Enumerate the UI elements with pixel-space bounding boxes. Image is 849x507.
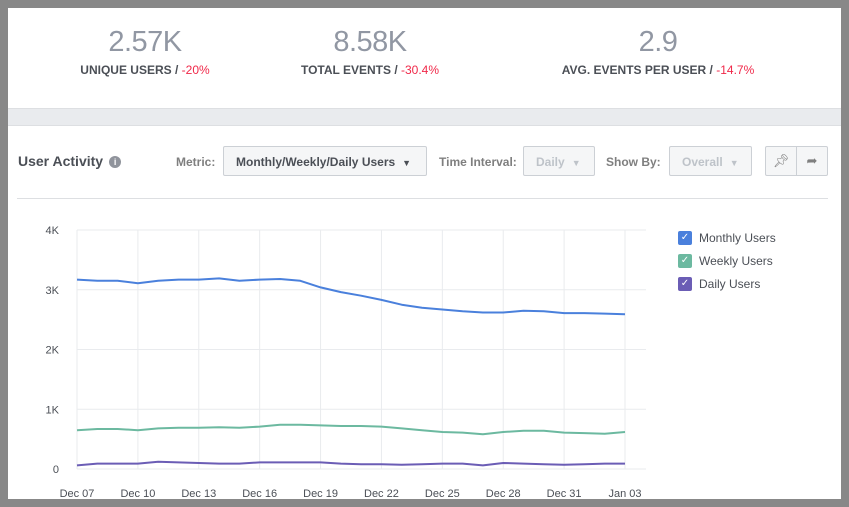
stat-avg-events: 2.9 AVG. EVENTS PER USER / -14.7% [548, 26, 768, 77]
time-interval-label: Time Interval: [439, 155, 517, 169]
showby-value: Overall [682, 155, 723, 169]
x-tick-label: Dec 22 [364, 488, 399, 500]
show-by-label: Show By: [606, 155, 661, 169]
stat-value: 2.9 [638, 26, 678, 58]
share-icon: ➦ [806, 153, 818, 168]
legend-label: Monthly Users [699, 230, 776, 245]
stat-change: -14.7% [716, 63, 755, 77]
stat-value: 2.57K [108, 26, 182, 58]
pin-icon: 📌︎ [772, 153, 790, 168]
y-tick-label: 0 [53, 464, 59, 476]
y-tick-label: 3K [46, 285, 60, 297]
metric-value: Monthly/Weekly/Daily Users [236, 155, 396, 169]
legend-label: Weekly Users [699, 253, 773, 268]
stat-label: AVG. EVENTS PER USER [561, 63, 707, 77]
y-tick-label: 2K [46, 345, 60, 357]
stat-label: UNIQUE USERS [80, 63, 172, 77]
chart-header: User Activity i Metric: Monthly/Weekly/Da… [8, 146, 841, 180]
checkbox-icon[interactable]: ✓ [678, 253, 692, 268]
stat-label: TOTAL EVENTS [300, 63, 391, 77]
summary-stats: 2.57K UNIQUE USERS / -20% 8.58K TOTAL EV… [8, 8, 841, 108]
metric-label: Metric: [176, 155, 216, 169]
y-tick-label: 1K [46, 404, 60, 416]
checkbox-icon[interactable]: ✓ [678, 230, 692, 245]
caret-down-icon: ▼ [402, 158, 412, 168]
caret-down-icon: ▼ [571, 158, 581, 168]
checkbox-icon[interactable]: ✓ [678, 276, 692, 291]
x-tick-label: Dec 10 [120, 488, 155, 500]
legend-item[interactable]: ✓ Monthly Users [678, 226, 776, 249]
x-tick-label: Dec 16 [242, 488, 277, 500]
series-line-daily-users [76, 460, 625, 467]
x-tick-label: Dec 28 [486, 488, 521, 500]
show-by-dropdown[interactable]: Overall ▼ [669, 146, 752, 176]
caret-down-icon: ▼ [729, 158, 739, 168]
section-separator [8, 108, 841, 126]
x-tick-label: Dec 31 [547, 488, 582, 500]
series-line-weekly-users [76, 423, 626, 436]
stat-change: -30.4% [401, 63, 440, 77]
stat-change: -20% [181, 63, 210, 77]
x-tick-label: Dec 13 [181, 488, 216, 500]
series-line-monthly-users [76, 277, 626, 316]
time-interval-dropdown[interactable]: Daily ▼ [523, 146, 595, 176]
divider [17, 198, 828, 199]
chart-legend: ✓ Monthly Users ✓ Weekly Users ✓ Daily Users [678, 226, 776, 295]
dashboard-panel: 2.57K UNIQUE USERS / -20% 8.58K TOTAL EV… [8, 8, 841, 499]
share-button[interactable]: ➦ [796, 146, 828, 176]
metric-dropdown[interactable]: Monthly/Weekly/Daily Users ▼ [223, 146, 427, 176]
x-tick-label: Dec 25 [425, 488, 460, 500]
chart-title: User Activity [18, 153, 104, 169]
legend-item[interactable]: ✓ Daily Users [678, 272, 776, 295]
pin-button[interactable]: 📌︎ [765, 146, 797, 176]
interval-value: Daily [536, 155, 565, 169]
x-tick-label: Jan 03 [608, 488, 641, 500]
info-icon[interactable]: i [109, 156, 122, 168]
stat-unique-users: 2.57K UNIQUE USERS / -20% [70, 26, 220, 77]
x-tick-label: Dec 19 [303, 488, 338, 500]
legend-label: Daily Users [699, 276, 761, 291]
stat-value: 8.58K [333, 26, 407, 58]
legend-item[interactable]: ✓ Weekly Users [678, 249, 776, 272]
y-tick-label: 4K [46, 225, 60, 237]
stat-total-events: 8.58K TOTAL EVENTS / -30.4% [295, 26, 445, 77]
x-tick-label: Dec 07 [60, 488, 95, 500]
